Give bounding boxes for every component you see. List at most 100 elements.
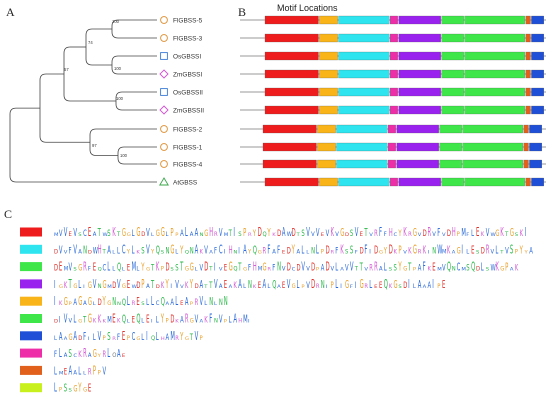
logo-letter: K — [340, 243, 344, 257]
logo-letter: L — [59, 347, 62, 361]
logo-letter: L — [107, 260, 110, 274]
logo-letter: Y — [267, 226, 271, 239]
logo-letter: D — [166, 261, 170, 274]
logo-letter: D — [112, 280, 116, 291]
logo-letter: Y — [102, 295, 106, 309]
logo-letter: G — [73, 383, 77, 394]
motif-7-box — [531, 87, 544, 97]
logo-letter: A — [428, 280, 432, 291]
logo-letter: M — [54, 232, 59, 238]
motif-7-box — [531, 105, 544, 115]
circle-marker-icon — [160, 143, 168, 151]
logo-letter: R — [418, 248, 422, 256]
tree-node-connector — [115, 91, 123, 111]
logo-letter: A — [229, 284, 233, 290]
logo-letter: I — [369, 248, 371, 256]
logo-letter: D — [297, 262, 301, 273]
motif-6-box — [439, 124, 462, 134]
logo-letter: N — [190, 245, 194, 256]
logo-letter: D — [476, 265, 480, 273]
logo-letter: D — [277, 228, 281, 239]
logo-letter: M — [224, 232, 229, 238]
logo-letter: W — [491, 232, 496, 238]
logo-letter: H — [452, 226, 456, 240]
motif-1-box — [264, 51, 319, 61]
logo-letter: C — [132, 330, 136, 343]
logo-letter: G — [185, 265, 189, 273]
logo-letter: A — [418, 278, 422, 291]
logo-letter: L — [141, 317, 145, 325]
logo-letter: L — [78, 278, 81, 291]
logo-letter: G — [122, 226, 126, 239]
logo-letter: V — [146, 243, 150, 257]
logo-letter: V — [146, 226, 150, 239]
logo-letter: D — [54, 319, 58, 325]
logo-letter: A — [263, 278, 267, 292]
logo-letter: R — [374, 228, 378, 239]
logo-letter: F — [272, 262, 275, 273]
logo-letter: L — [471, 228, 474, 239]
logo-letter: L — [156, 314, 159, 325]
logo-letter: L — [316, 243, 319, 257]
logo-letter: Q — [136, 312, 140, 326]
logo-letter: R — [214, 230, 218, 238]
logo-letter: M — [64, 265, 69, 273]
logo-letter: H — [229, 243, 233, 256]
logo-letter: D — [389, 243, 393, 257]
logo-letter: G — [59, 284, 63, 290]
logo-letter: V — [287, 278, 291, 292]
logo-letter: T — [499, 250, 504, 256]
logo-letter: G — [156, 228, 160, 239]
logo-letter: K — [272, 232, 276, 238]
logo-letter: H — [238, 317, 242, 325]
logo-letter: K — [59, 300, 63, 308]
logo-letter: A — [146, 282, 150, 290]
motif-9-box — [525, 51, 531, 61]
logo-letter: K — [93, 317, 97, 325]
logo-letter: I — [432, 278, 434, 292]
logo-letter: A — [64, 336, 68, 342]
logo-letter: A — [64, 352, 68, 360]
logo-letter: D — [326, 260, 330, 274]
motif-5-box — [319, 87, 338, 97]
logo-letter: Q — [161, 295, 165, 308]
logo-letter: L — [384, 261, 387, 274]
logo-letter: Q — [384, 278, 388, 292]
logo-letter: N — [224, 295, 228, 309]
motif-8-box — [389, 15, 398, 25]
logo-letter: R — [88, 366, 92, 377]
logo-letter: L — [132, 243, 135, 256]
logo-letter: N — [219, 297, 223, 308]
motif-7-box — [531, 33, 544, 43]
logo-letter: S — [466, 262, 470, 273]
logo-letter: G — [88, 295, 92, 308]
motif-3-box — [462, 159, 523, 169]
logo-letter: T — [407, 261, 411, 274]
logo-letter: V — [98, 329, 102, 343]
bootstrap-value: 100 — [114, 66, 122, 71]
bootstrap-value: 100 — [116, 96, 124, 101]
motif-6-box — [441, 15, 464, 25]
logo-letter: K — [78, 349, 82, 360]
logo-letter: H — [209, 226, 213, 240]
logo-letter: S — [238, 230, 242, 238]
logo-letter: Q — [151, 334, 155, 342]
logo-letter: F — [379, 226, 382, 240]
logo-letter: T — [68, 278, 72, 292]
logo-letter: T — [116, 230, 120, 238]
logo-letter: L — [267, 282, 271, 290]
logo-letter: G — [88, 280, 92, 291]
motif-7-box — [531, 177, 544, 187]
logo-letter: S — [69, 347, 72, 360]
logo-letter: Y — [78, 381, 82, 395]
logo-letter: E — [122, 329, 125, 343]
logo-letter: D — [481, 245, 485, 256]
logo-letter: W — [132, 284, 137, 290]
logo-letter: E — [224, 278, 227, 291]
tree-node-connector — [63, 46, 71, 102]
logo-letter: E — [132, 314, 135, 325]
square-marker-icon — [160, 88, 168, 96]
motif-8-box — [389, 105, 398, 115]
motif-9-box — [525, 177, 531, 187]
logo-letter: E — [127, 262, 130, 273]
